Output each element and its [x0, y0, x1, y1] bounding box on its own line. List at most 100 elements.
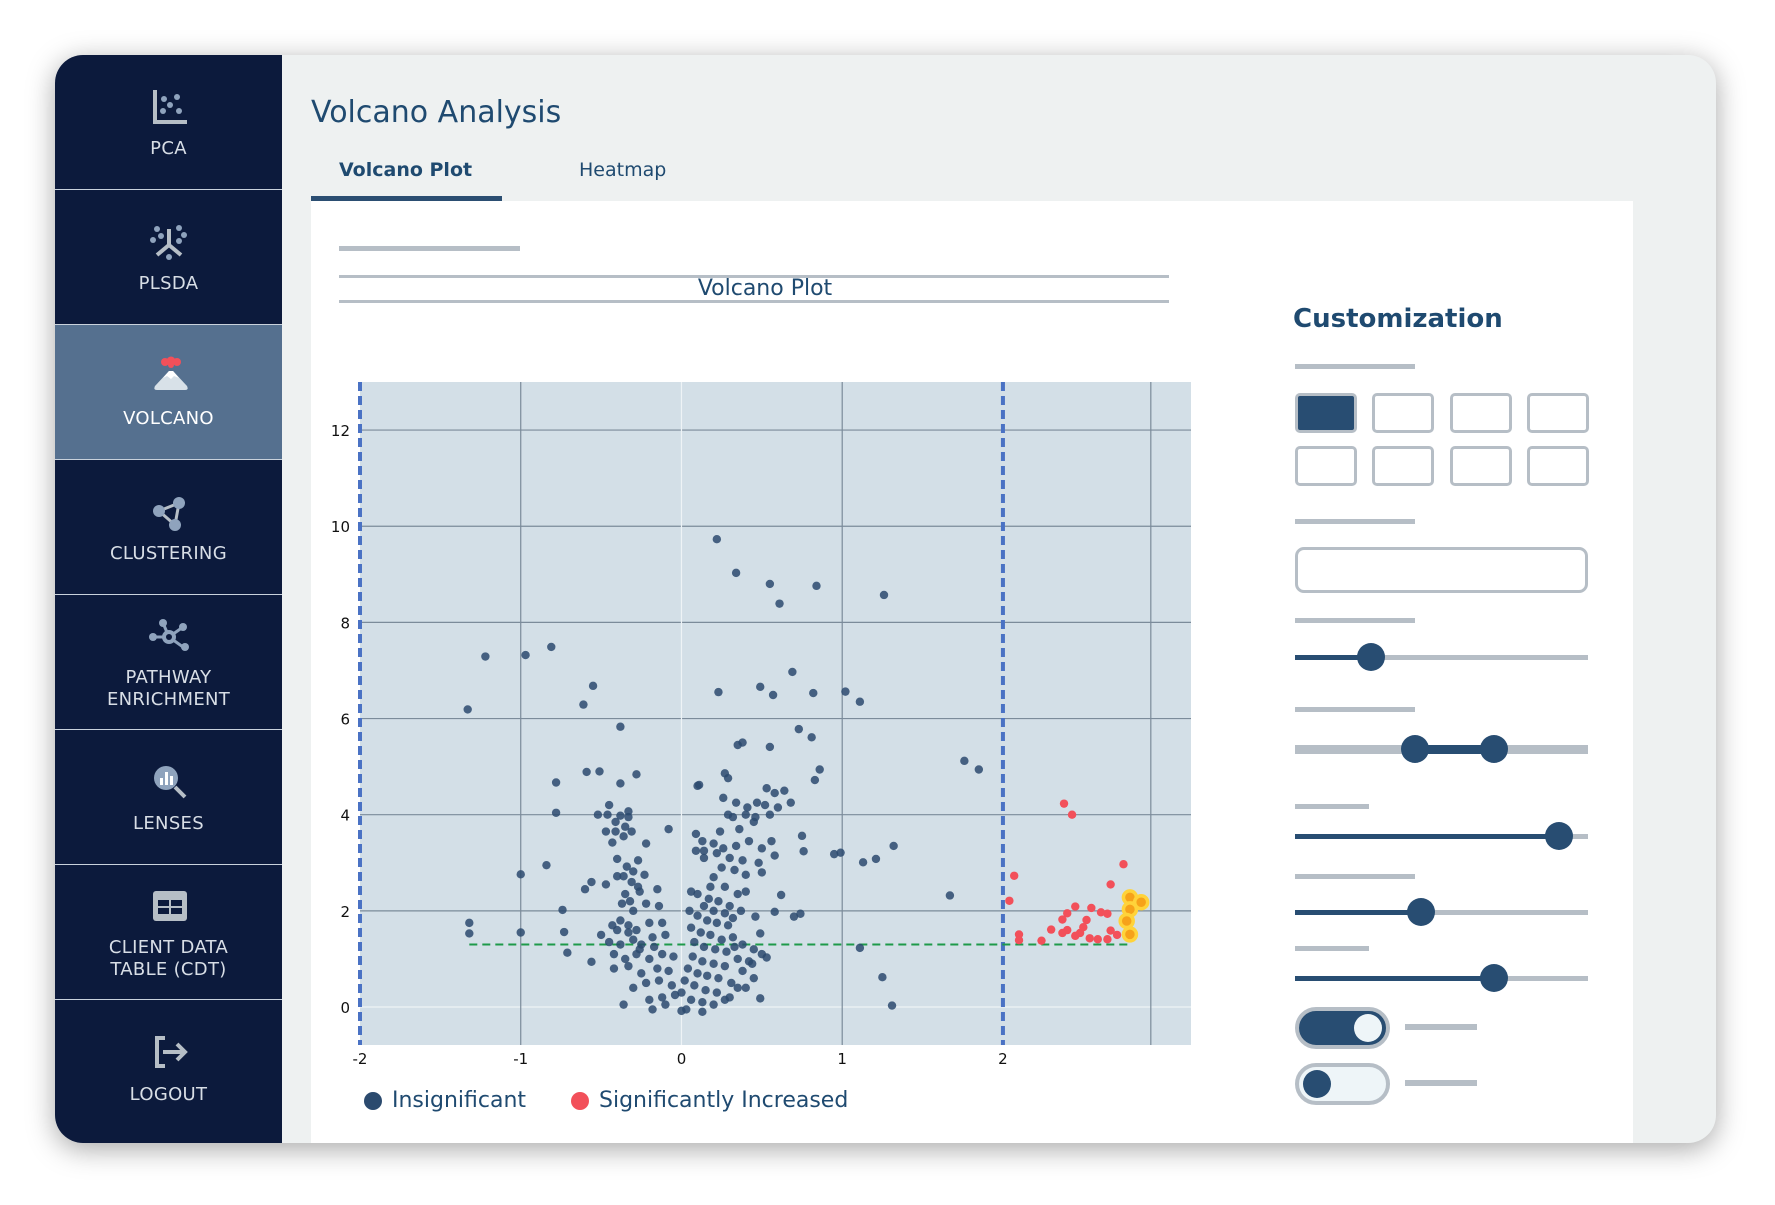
placeholder-label	[1295, 519, 1415, 524]
point-significant	[1112, 930, 1122, 940]
customization-title: Customization	[1293, 304, 1503, 334]
point-insignificant	[871, 854, 881, 864]
point-insignificant	[841, 687, 850, 696]
point-insignificant	[719, 844, 728, 853]
color-swatch-7[interactable]	[1450, 446, 1512, 486]
point-insignificant	[603, 810, 612, 819]
point-insignificant	[680, 976, 689, 985]
point-insignificant	[596, 930, 606, 940]
point-insignificant	[725, 901, 734, 911]
slider-2[interactable]	[1295, 821, 1588, 851]
point-insignificant	[810, 775, 820, 785]
sidebar-item-label: PATHWAY ENRICHMENT	[106, 667, 231, 710]
point-insignificant	[608, 838, 617, 847]
plot-title: Volcano Plot	[697, 276, 833, 301]
point-insignificant	[547, 642, 556, 652]
point-insignificant	[619, 1000, 628, 1009]
point-insignificant	[709, 959, 718, 968]
point-insignificant	[612, 854, 622, 864]
point-insignificant	[717, 935, 726, 944]
point-insignificant	[657, 918, 667, 928]
point-insignificant	[889, 841, 898, 851]
slider-thumb[interactable]	[1357, 643, 1386, 671]
color-swatch-2[interactable]	[1372, 393, 1434, 433]
color-swatch-4[interactable]	[1527, 393, 1589, 433]
sidebar-item-label: LOGOUT	[129, 1083, 208, 1105]
point-insignificant	[629, 935, 638, 944]
point-insignificant	[738, 940, 747, 949]
text-input[interactable]	[1295, 547, 1588, 593]
point-insignificant	[714, 687, 723, 697]
point-insignificant	[743, 803, 752, 812]
point-insignificant	[730, 942, 739, 952]
point-insignificant	[858, 858, 868, 867]
point-insignificant	[749, 945, 759, 954]
point-insignificant	[629, 867, 638, 876]
range-slider[interactable]	[1295, 734, 1588, 764]
point-insignificant	[855, 943, 865, 953]
active-tab-indicator	[311, 196, 502, 203]
point-insignificant	[625, 897, 635, 906]
point-insignificant	[629, 983, 638, 992]
data-points	[463, 535, 1150, 1017]
sidebar-item-volcano[interactable]: VOLCANO	[55, 325, 282, 460]
point-insignificant	[733, 954, 742, 964]
point-insignificant	[664, 824, 673, 834]
point-insignificant	[776, 890, 786, 900]
point-insignificant	[749, 973, 759, 983]
point-insignificant	[653, 885, 662, 894]
point-insignificant	[465, 918, 474, 928]
color-swatch-3[interactable]	[1450, 393, 1512, 433]
slider-thumb[interactable]	[1480, 735, 1509, 763]
slider-thumb[interactable]	[1480, 964, 1509, 992]
slider-thumb[interactable]	[1401, 735, 1430, 763]
x-tick-label: -2	[353, 1050, 368, 1068]
slider-4[interactable]	[1295, 963, 1588, 993]
sidebar-item-logout[interactable]: LOGOUT	[55, 1000, 282, 1135]
sidebar-item-pca[interactable]: PCA	[55, 55, 282, 190]
point-insignificant	[751, 912, 760, 921]
page-title: Volcano Analysis	[311, 95, 562, 130]
slider-1[interactable]	[1295, 642, 1588, 672]
point-insignificant	[563, 948, 572, 957]
point-significant	[1071, 931, 1080, 941]
sidebar-item-lenses[interactable]: LENSES	[55, 730, 282, 865]
toggle-switch-2[interactable]	[1295, 1063, 1390, 1105]
point-insignificant	[974, 765, 984, 774]
point-insignificant	[688, 952, 697, 961]
point-insignificant	[580, 885, 590, 894]
color-swatch-5[interactable]	[1295, 446, 1357, 486]
point-significant	[1071, 902, 1080, 911]
color-swatch-6[interactable]	[1372, 446, 1434, 486]
color-swatch-1[interactable]	[1295, 393, 1357, 433]
point-highlighted	[1121, 926, 1139, 943]
tab-heatmap[interactable]: Heatmap	[579, 159, 667, 181]
slider-3[interactable]	[1295, 897, 1588, 927]
sidebar-item-plsda[interactable]: PLSDA	[55, 190, 282, 325]
point-insignificant	[542, 860, 551, 870]
placeholder-line	[339, 246, 520, 251]
point-insignificant	[621, 954, 630, 964]
color-swatch-8[interactable]	[1527, 446, 1589, 486]
point-insignificant	[669, 952, 678, 961]
sidebar-item-client-data-table-cdt[interactable]: CLIENT DATA TABLE (CDT)	[55, 865, 282, 1000]
point-insignificant	[712, 918, 722, 928]
point-insignificant	[706, 882, 715, 892]
sidebar-item-clustering[interactable]: CLUSTERING	[55, 460, 282, 595]
plot-background	[360, 382, 1191, 1045]
point-insignificant	[715, 827, 725, 836]
sidebar-item-pathway-enrichment[interactable]: PATHWAY ENRICHMENT	[55, 595, 282, 730]
toggle-switch-1[interactable]	[1295, 1007, 1390, 1049]
point-insignificant	[738, 738, 747, 747]
point-insignificant	[757, 844, 767, 853]
slider-thumb[interactable]	[1544, 822, 1573, 850]
point-significant	[1059, 799, 1069, 808]
point-insignificant	[723, 773, 733, 783]
slider-thumb[interactable]	[1406, 898, 1435, 926]
point-significant	[1014, 930, 1024, 939]
point-insignificant	[693, 889, 702, 899]
tab-volcano-plot[interactable]: Volcano Plot	[339, 159, 473, 181]
point-insignificant	[789, 912, 799, 921]
point-insignificant	[733, 983, 742, 992]
point-insignificant	[728, 812, 738, 822]
